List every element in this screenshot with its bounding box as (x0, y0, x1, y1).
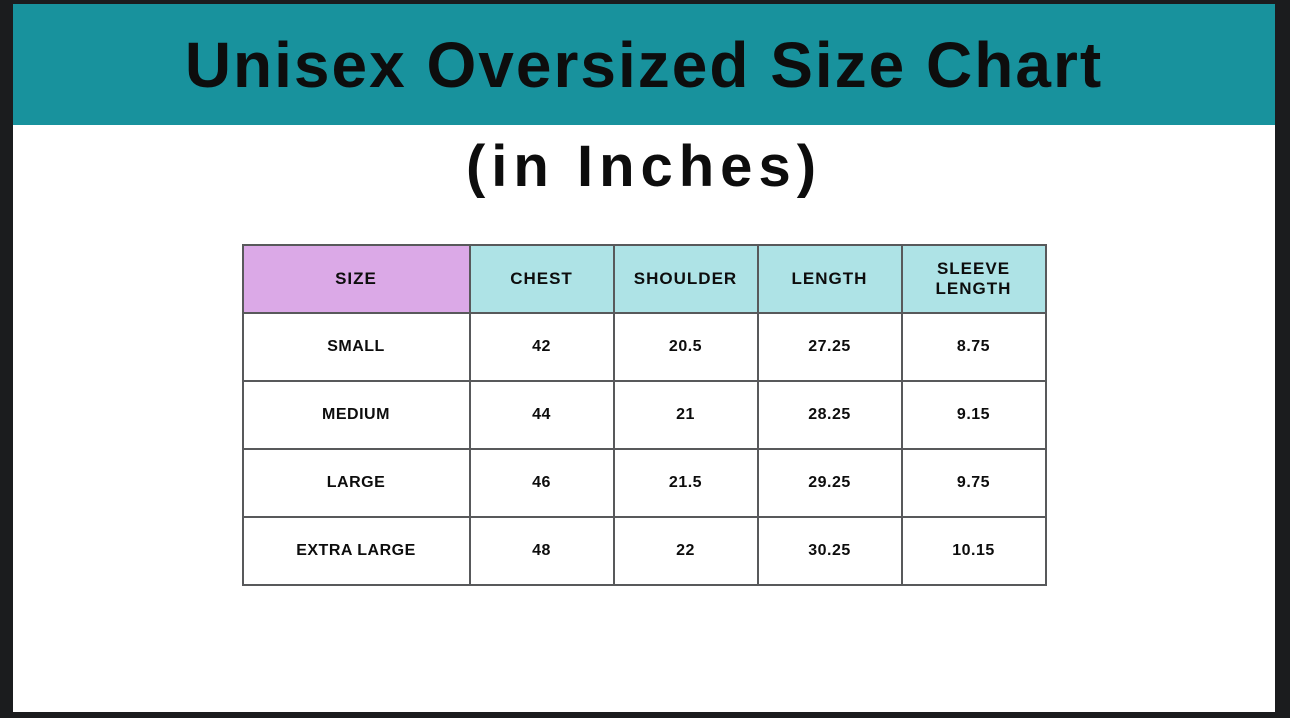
measurement-cell: 9.15 (900, 379, 1047, 450)
table-row: SMALL 42 20.5 27.25 8.75 (241, 311, 1047, 382)
measurement-cell: 30.25 (756, 515, 903, 586)
size-label-cell: EXTRA LARGE (241, 515, 471, 586)
size-table: SIZE CHEST SHOULDER LENGTH SLEEVE LENGTH SMA… (241, 243, 1047, 586)
measurement-cell: 21 (612, 379, 759, 450)
size-chart-card: Unisex Oversized Size Chart (in Inches) … (13, 4, 1275, 712)
title-banner: Unisex Oversized Size Chart (13, 4, 1275, 125)
page-subtitle: (in Inches) (465, 134, 823, 199)
measurement-cell: 21.5 (612, 447, 759, 518)
table-row: LARGE 46 21.5 29.25 9.75 (241, 447, 1047, 518)
measurement-cell: 8.75 (900, 311, 1047, 382)
size-table-container: SIZE CHEST SHOULDER LENGTH SLEEVE LENGTH SMA… (13, 243, 1275, 586)
column-header-shoulder: SHOULDER (612, 243, 759, 314)
measurement-cell: 44 (468, 379, 615, 450)
column-header-sleeve-length: SLEEVE LENGTH (900, 243, 1047, 314)
table-row: MEDIUM 44 21 28.25 9.15 (241, 379, 1047, 450)
measurement-cell: 20.5 (612, 311, 759, 382)
page-title: Unisex Oversized Size Chart (184, 28, 1104, 101)
column-header-size: SIZE (241, 243, 471, 314)
measurement-cell: 28.25 (756, 379, 903, 450)
size-label-cell: LARGE (241, 447, 471, 518)
column-header-length: LENGTH (756, 243, 903, 314)
measurement-cell: 22 (612, 515, 759, 586)
measurement-cell: 9.75 (900, 447, 1047, 518)
size-label-cell: SMALL (241, 311, 471, 382)
measurement-cell: 27.25 (756, 311, 903, 382)
size-label-cell: MEDIUM (241, 379, 471, 450)
measurement-cell: 42 (468, 311, 615, 382)
measurement-cell: 48 (468, 515, 615, 586)
table-row: EXTRA LARGE 48 22 30.25 10.15 (241, 515, 1047, 586)
measurement-cell: 46 (468, 447, 615, 518)
column-header-chest: CHEST (468, 243, 615, 314)
size-table-header-row: SIZE CHEST SHOULDER LENGTH SLEEVE LENGTH (241, 243, 1047, 314)
measurement-cell: 29.25 (756, 447, 903, 518)
size-table-body: SMALL 42 20.5 27.25 8.75 MEDIUM 44 21 28.25 9.15 L… (241, 311, 1047, 586)
measurement-cell: 10.15 (900, 515, 1047, 586)
